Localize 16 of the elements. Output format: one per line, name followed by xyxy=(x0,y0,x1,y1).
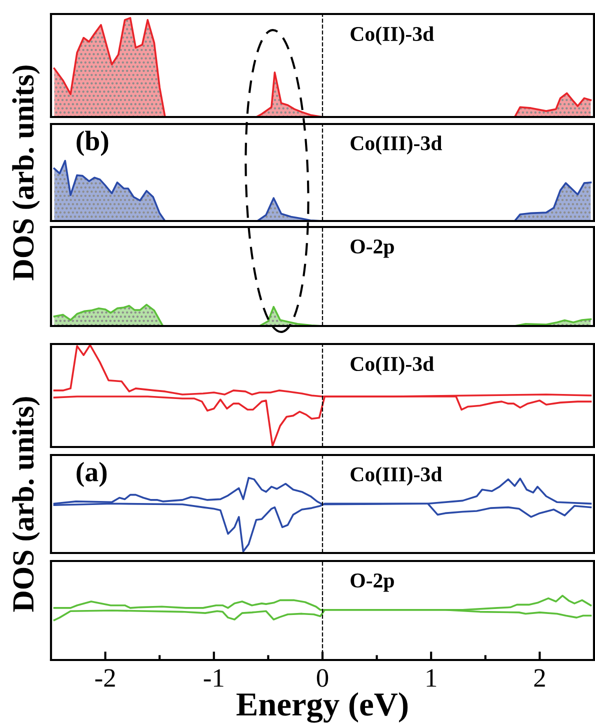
chart-title: O-2p xyxy=(350,240,394,258)
x-axis-title: Energy (eV) xyxy=(236,692,408,723)
chart-title: O-2p xyxy=(350,574,394,592)
chart-title: Co(II)-3d xyxy=(350,356,434,376)
chart-title: Co(III)-3d xyxy=(350,136,442,155)
y-axis-title: DOS (arb. units) xyxy=(12,66,40,280)
annotation: (a) xyxy=(76,462,107,488)
x-tick-label: 1 xyxy=(426,669,436,687)
chart-title: Co(II)-3d xyxy=(350,26,434,46)
chart-title: Co(III)-3d xyxy=(350,466,442,486)
x-tick-label: 0 xyxy=(316,669,328,687)
x-tick-label: 2 xyxy=(534,669,545,687)
y-axis-title: DOS (arb. units) xyxy=(12,397,40,612)
text: (b) xyxy=(76,130,108,156)
x-tick-label: -2 xyxy=(95,669,115,687)
x-tick-label: -1 xyxy=(204,669,224,687)
